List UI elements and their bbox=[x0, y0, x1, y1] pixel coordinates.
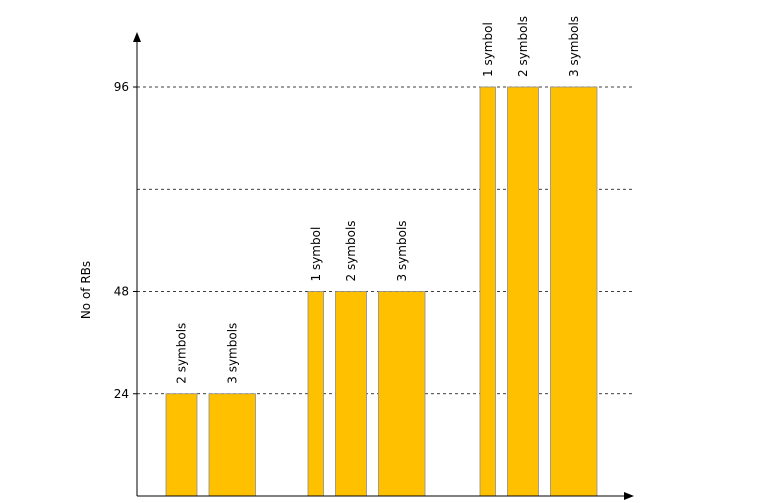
bar-label: 2 symbols bbox=[175, 323, 189, 384]
bar bbox=[378, 291, 426, 497]
y-tick-label: 48 bbox=[114, 285, 129, 299]
bar bbox=[479, 86, 496, 497]
y-axis-label: No of RBs bbox=[79, 261, 93, 319]
y-tick-labels: 24 48 96 bbox=[114, 80, 137, 401]
bar-label: 1 symbol bbox=[481, 22, 495, 77]
bars: 2 symbols 3 symbols 1 symbol 2 symbols 3 sym… bbox=[165, 16, 598, 497]
bar-label: 3 symbols bbox=[225, 323, 239, 384]
bar bbox=[208, 393, 256, 497]
bar-label: 3 symbols bbox=[567, 16, 581, 77]
y-tick-label: 24 bbox=[114, 387, 129, 401]
bar-label: 2 symbols bbox=[344, 220, 358, 281]
x-axis-arrow bbox=[624, 492, 634, 500]
bar-label: 3 symbols bbox=[395, 220, 409, 281]
bar-label: 1 symbol bbox=[309, 227, 323, 282]
bar-label: 2 symbols bbox=[516, 16, 530, 77]
bar bbox=[335, 291, 367, 497]
bar bbox=[550, 86, 598, 497]
y-tick-label: 96 bbox=[114, 80, 129, 94]
bar bbox=[307, 291, 324, 497]
bar bbox=[165, 393, 198, 497]
y-axis-arrow bbox=[133, 32, 141, 42]
bar bbox=[507, 86, 539, 497]
axes bbox=[133, 32, 634, 500]
